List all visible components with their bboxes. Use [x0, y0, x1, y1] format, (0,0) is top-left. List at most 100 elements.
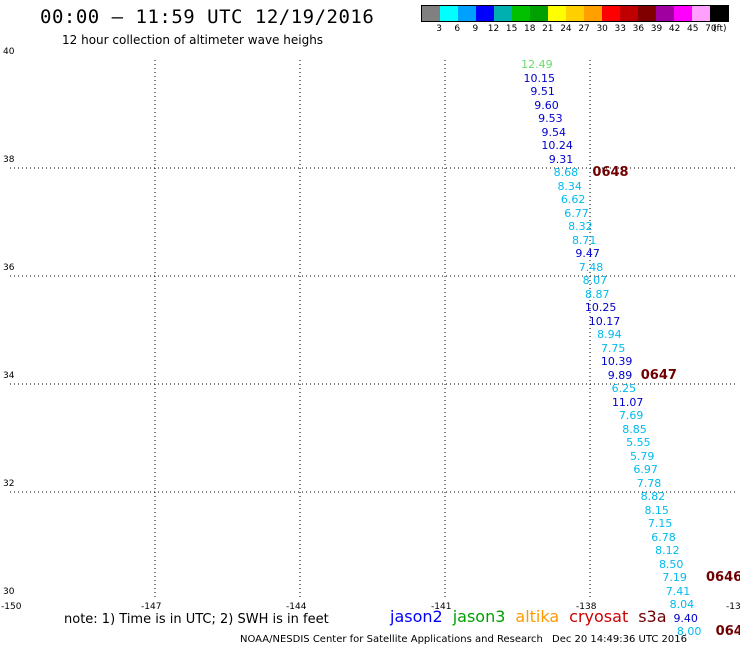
satellite-legend-item: altika: [515, 607, 560, 626]
longitude-label: -150: [1, 602, 22, 612]
wave-height-value: 6.78: [651, 530, 676, 544]
scale-color-box: [638, 6, 656, 21]
wave-height-value: 8.04: [669, 598, 695, 612]
wave-height-value: 8.71: [571, 233, 597, 247]
scale-label: 15: [505, 24, 518, 34]
page-subtitle: 12 hour collection of altimeter wave hei…: [62, 33, 324, 47]
pass-time-label: 0646: [706, 570, 740, 586]
wave-height-value: 6.62: [560, 193, 586, 207]
longitude-label: -147: [141, 602, 162, 612]
page-title: 00:00 – 11:59 UTC 12/19/2016: [40, 6, 375, 28]
wave-height-value: 9.89: [607, 368, 633, 382]
longitude-label: -13: [726, 602, 740, 612]
scale-color-box: [512, 6, 530, 21]
scale-color-box: [494, 6, 512, 21]
wave-height-value: 8.68: [553, 166, 579, 180]
scale-color-box: [710, 6, 728, 21]
latitude-label: 38: [3, 155, 15, 165]
wave-height-value: 10.39: [600, 355, 633, 369]
wave-height-value: 6.97: [633, 463, 658, 477]
wave-height-value: 8.87: [585, 287, 610, 301]
pass-time-label: 0648: [592, 165, 629, 181]
wave-height-value: 5.79: [629, 449, 655, 463]
scale-label: 70: [705, 24, 717, 34]
wave-height-value: 8.07: [582, 274, 608, 288]
scale-color-box: [530, 6, 548, 21]
wave-height-value: 7.78: [636, 476, 662, 490]
scale-color-box: [656, 6, 674, 21]
scale-label: 12: [487, 24, 500, 34]
scale-label: 33: [614, 24, 627, 34]
wave-height-color-scale: 3 6 9 12 15 18 21 24 27 30 33 36 39 42 45 70 (ft): [421, 5, 729, 34]
wave-height-value: 9.54: [541, 125, 567, 139]
wave-height-value: 5.55: [626, 436, 651, 450]
longitude-label: -144: [286, 602, 307, 612]
longitude-label: -138: [576, 602, 597, 612]
longitude-label: -141: [431, 602, 452, 612]
generated-timestamp: Dec 20 14:49:36 UTC 2016: [552, 634, 687, 645]
wave-height-value: 8.32: [568, 220, 593, 234]
wave-height-value: 9.40: [673, 611, 698, 625]
latitude-label: 32: [3, 479, 15, 489]
wave-height-value: 10.17: [588, 314, 621, 328]
scale-label: 27: [578, 24, 590, 34]
wave-height-value: 9.31: [548, 152, 574, 166]
scale-label: 30: [596, 24, 608, 34]
scale-label: 3: [436, 24, 442, 34]
wave-height-value: 9.51: [530, 85, 555, 99]
satellite-legend-item: jason2: [390, 607, 443, 626]
satellite-legend: jason2 jason3 altika cryosat s3a: [390, 607, 677, 626]
latitude-label: 40: [3, 47, 15, 57]
wave-height-value: 7.75: [600, 341, 626, 355]
scale-label: 21: [542, 24, 554, 34]
wave-height-value: 6.25: [611, 382, 637, 396]
units-note: note: 1) Time is in UTC; 2) SWH is in fe…: [64, 612, 329, 627]
scale-label: 18: [523, 24, 536, 34]
wave-height-value: 8.82: [640, 490, 666, 504]
scale-label: 9: [472, 24, 479, 34]
satellite-legend-item: s3a: [638, 607, 667, 626]
wave-height-value: 7.19: [662, 571, 687, 585]
scale-color-box: [584, 6, 602, 21]
scale-color-box: [476, 6, 494, 21]
pass-time-label: 0647: [640, 367, 677, 383]
wave-height-value: 8.00: [676, 625, 702, 639]
wave-height-value: 9.47: [575, 247, 600, 261]
wave-height-value: 8.12: [655, 544, 680, 558]
scale-color-box: [602, 6, 620, 21]
wave-height-value: 7.41: [665, 584, 691, 598]
wave-height-value: 6.77: [564, 206, 589, 220]
scale-label: (ft): [712, 24, 727, 34]
scale-label: 36: [632, 24, 645, 34]
wave-height-value: 7.48: [578, 260, 604, 274]
wave-height-value: 8.15: [644, 503, 669, 517]
credit-line: NOAA/NESDIS Center for Satellite Applica…: [240, 634, 543, 645]
wave-height-value: 11.07: [611, 395, 644, 409]
satellite-legend-item: jason3: [452, 607, 506, 626]
scale-label: 45: [687, 24, 699, 34]
scale-color-box: [674, 6, 692, 21]
latitude-label: 36: [3, 263, 15, 273]
scale-color-box: [692, 6, 710, 21]
scale-color-box: [422, 6, 440, 21]
wave-height-value: 12.49: [521, 58, 553, 72]
wave-height-value: 8.94: [597, 328, 622, 342]
pass-time-label: 0645: [715, 624, 740, 640]
wave-height-value: 8.34: [557, 179, 582, 193]
wave-height-value: 9.53: [538, 112, 563, 126]
latitude-label: 34: [3, 371, 15, 381]
scale-color-box: [458, 6, 476, 21]
scale-label: 39: [650, 24, 663, 34]
scale-label: 42: [668, 24, 681, 34]
scale-label: 24: [560, 24, 572, 34]
scale-color-box: [440, 6, 458, 21]
wave-height-value: 9.60: [534, 98, 559, 112]
scale-color-box: [620, 6, 638, 21]
scale-label: 6: [454, 24, 461, 34]
wave-height-value: 8.85: [622, 422, 647, 436]
scale-color-box: [548, 6, 566, 21]
wave-height-value: 10.15: [523, 71, 556, 85]
latitude-label: 30: [3, 587, 15, 597]
